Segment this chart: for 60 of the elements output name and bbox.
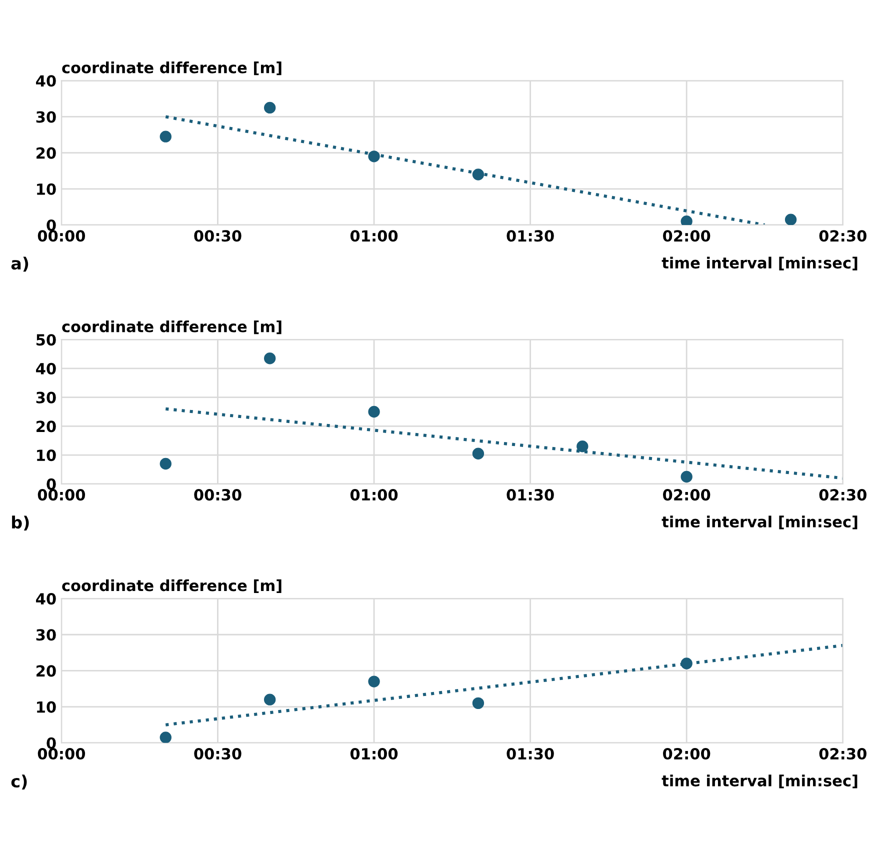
x-tick-label: 01:00 [350, 748, 398, 760]
x-tick-label: 01:30 [506, 489, 554, 501]
y-tick-label: 0 [46, 478, 56, 490]
text: c) [11, 774, 27, 790]
y-axis-title: coordinate difference [m] [62, 579, 282, 594]
y-axis-title: coordinate difference [m] [62, 62, 282, 76]
point [784, 214, 797, 225]
x-tick-label: 02:30 [819, 489, 866, 501]
y-tick-label: 20 [36, 147, 56, 159]
y-tick-label: 10 [37, 450, 56, 462]
point [264, 102, 276, 114]
x-axis-title: time interval [min:sec] [662, 774, 858, 788]
y-tick-label: 10 [37, 183, 56, 195]
x-tick-label: 02:30 [819, 230, 866, 242]
x-tick-label: 01:00 [350, 230, 398, 242]
x-tick-label: 00:30 [194, 230, 242, 242]
x-tick-label: 02:30 [819, 748, 866, 760]
y-tick-label: 50 [36, 334, 56, 346]
point [368, 676, 380, 688]
y-tick-label: 10 [37, 701, 56, 713]
y-tick-label: 30 [36, 392, 56, 404]
point [368, 406, 380, 418]
x-tick-label: 00:00 [38, 489, 86, 501]
x-tick-label: 00:00 [38, 230, 86, 242]
y-tick-label: 0 [46, 219, 56, 232]
y-tick-label: 30 [36, 111, 56, 123]
y-tick-label: 30 [36, 629, 56, 641]
point [160, 458, 172, 470]
point [576, 440, 588, 452]
x-tick-label: 00:00 [38, 748, 86, 760]
point [264, 352, 276, 364]
x-tick-label: 01:00 [350, 489, 398, 501]
x-tick-label: 02:00 [663, 489, 710, 501]
y-tick-label: 40 [36, 75, 56, 87]
x-tick-label: 02:00 [663, 230, 710, 242]
x-tick-label: 02:00 [663, 748, 710, 760]
x-tick-label: 01:30 [506, 230, 554, 242]
y-tick-label: 20 [36, 665, 56, 677]
x-axis-title: time interval [min:sec] [662, 256, 858, 270]
point [472, 168, 484, 180]
y-tick-label: 20 [36, 420, 56, 432]
y-tick-label: 40 [36, 362, 56, 374]
x-tick-label: 00:30 [194, 489, 242, 501]
point [472, 448, 484, 460]
point [160, 732, 172, 743]
x-tick-label: 01:30 [506, 748, 554, 760]
point [160, 130, 172, 142]
x-axis-title: time interval [min:sec] [662, 516, 858, 530]
point [680, 470, 692, 483]
y-tick-label: 0 [46, 737, 56, 749]
point [264, 694, 276, 706]
point [680, 658, 692, 670]
x-tick-label: 00:30 [194, 748, 242, 760]
point [472, 697, 484, 710]
point [368, 150, 380, 162]
point [680, 216, 692, 225]
text: a) [11, 256, 28, 272]
y-axis-title: coordinate difference [m] [62, 320, 282, 334]
text: b) [12, 516, 29, 531]
y-tick-label: 40 [36, 593, 56, 605]
